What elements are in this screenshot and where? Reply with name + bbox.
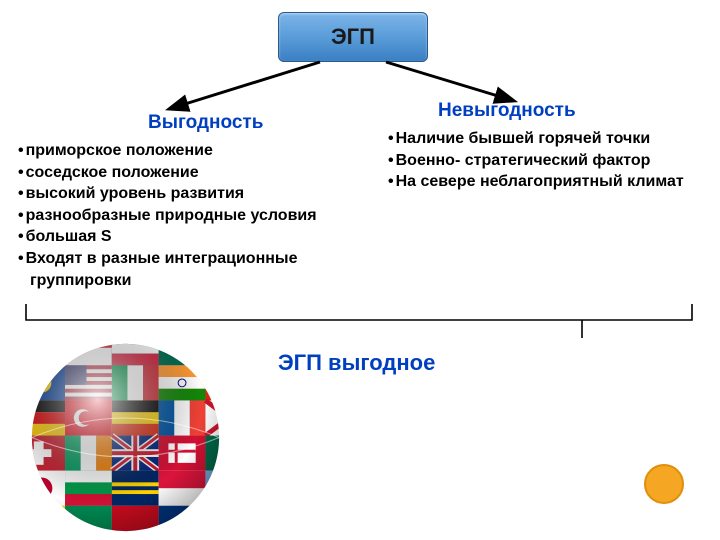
list-item: разнообразные природные условия [18, 205, 338, 227]
left-bullet-list: приморское положение соседское положение… [18, 140, 338, 291]
list-item: Наличие бывшей горячей точки [388, 128, 708, 150]
conclusion-label: ЭГП выгодное [278, 350, 435, 375]
list-item: Военно- стратегический фактор [388, 150, 708, 172]
list-item: Входят в разные интеграционные группиров… [18, 248, 338, 291]
conclusion-text: ЭГП выгодное [278, 350, 435, 376]
list-item: соседское положение [18, 162, 338, 184]
right-bullet-list: Наличие бывшей горячей точки Военно- стр… [388, 128, 708, 193]
right-heading-text: Невыгодность [438, 100, 576, 121]
right-heading: Невыгодность [438, 100, 576, 122]
branch-arrows [0, 58, 720, 118]
list-item: большая S [18, 226, 338, 248]
left-heading: Выгодность [148, 112, 263, 134]
title-box: ЭГП [278, 12, 428, 62]
title-label: ЭГП [331, 24, 375, 50]
list-item: высокий уровень развития [18, 183, 338, 205]
summary-bracket [24, 302, 696, 342]
flags-globe-icon [28, 340, 223, 535]
left-heading-text: Выгодность [148, 112, 263, 133]
list-item: На севере неблагоприятный климат [388, 171, 708, 193]
list-item: приморское положение [18, 140, 338, 162]
accent-circle-icon [644, 464, 684, 504]
